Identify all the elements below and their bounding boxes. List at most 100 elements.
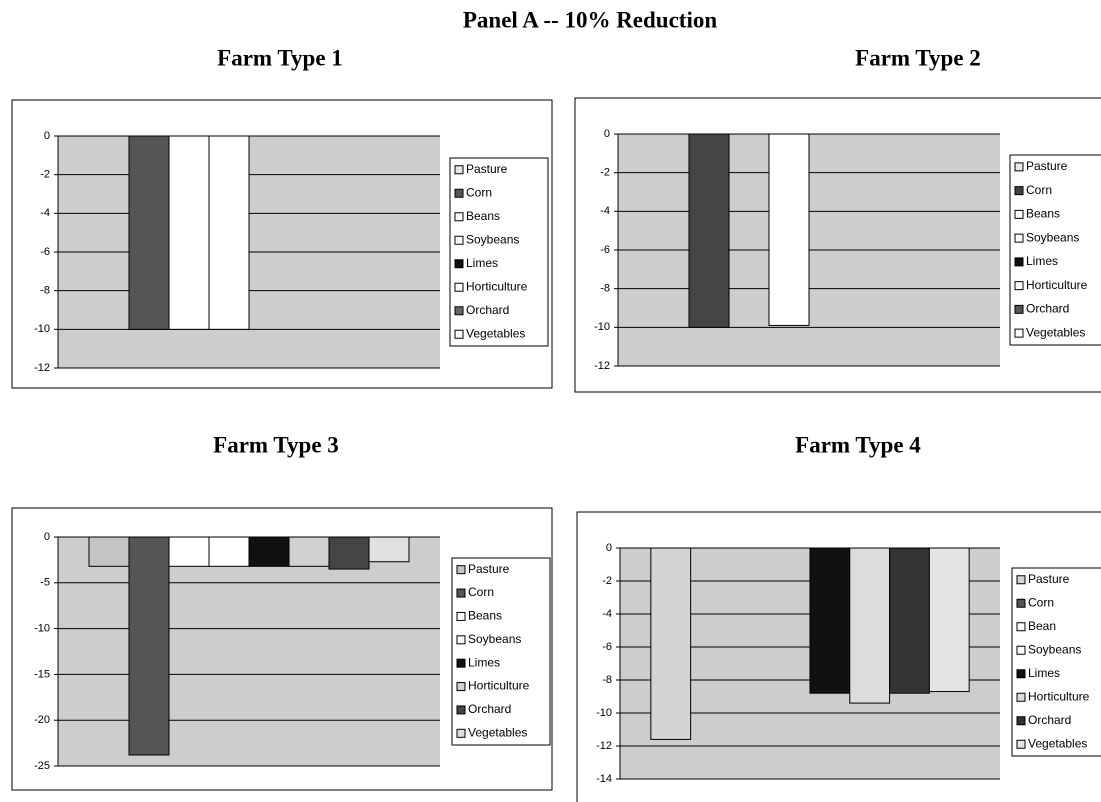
bar <box>889 547 930 694</box>
chart-title: Farm Type 3 <box>213 432 339 457</box>
y-tick-label: -2 <box>600 167 610 179</box>
legend-label: Horticulture <box>466 279 528 293</box>
bar <box>168 135 210 330</box>
bar <box>688 133 730 328</box>
y-tick-label: -6 <box>600 244 610 256</box>
y-tick-label: -6 <box>602 641 612 653</box>
legend-label: Horticulture <box>1026 278 1088 292</box>
bar <box>650 547 692 740</box>
y-tick-label: 0 <box>44 531 50 543</box>
legend-swatch <box>456 611 466 621</box>
y-tick-label: -4 <box>602 608 612 620</box>
legend-label: Corn <box>1028 595 1054 609</box>
legend-swatch <box>1016 692 1026 702</box>
y-tick-label: 0 <box>44 130 50 142</box>
legend-swatch <box>1016 739 1026 749</box>
legend-swatch <box>456 635 466 645</box>
bar <box>928 547 970 693</box>
legend-label: Beans <box>468 609 502 623</box>
legend-label: Vegetables <box>1026 325 1085 339</box>
legend-label: Beans <box>1026 207 1060 221</box>
legend-swatch <box>1016 622 1026 632</box>
legend-swatch <box>454 212 464 222</box>
legend-label: Limes <box>466 256 498 270</box>
bar <box>128 135 170 330</box>
legend-box <box>1011 567 1101 757</box>
legend-swatch <box>454 306 464 316</box>
y-tick-label: -14 <box>596 773 612 785</box>
legend-label: Orchard <box>1026 302 1069 316</box>
legend-label: Soybeans <box>468 632 521 646</box>
bar <box>368 536 410 563</box>
legend-swatch <box>454 235 464 245</box>
legend-label: Orchard <box>1028 713 1071 727</box>
panel-title: Panel A -- 10% Reduction <box>463 7 717 32</box>
legend-swatch <box>454 259 464 269</box>
y-tick-label: -12 <box>596 740 612 752</box>
bar <box>128 536 170 756</box>
legend-swatch <box>456 682 466 692</box>
legend-label: Pasture <box>466 162 508 176</box>
legend-box <box>451 557 551 746</box>
bar <box>168 536 210 567</box>
legend-label: Orchard <box>466 303 509 317</box>
y-tick-label: 0 <box>606 542 612 554</box>
legend-swatch <box>1014 209 1024 219</box>
y-tick-label: -8 <box>600 283 610 295</box>
bar <box>288 536 330 567</box>
legend-swatch <box>1014 233 1024 243</box>
y-tick-label: -15 <box>34 668 50 680</box>
legend-swatch <box>1014 257 1024 267</box>
bar <box>328 536 370 570</box>
legend-label: Limes <box>1028 666 1060 680</box>
legend-swatch <box>1016 716 1026 726</box>
legend-swatch <box>456 588 466 598</box>
y-tick-label: -12 <box>594 360 610 372</box>
bar <box>809 547 851 694</box>
legend-label: Corn <box>1026 183 1052 197</box>
y-tick-label: -10 <box>596 707 612 719</box>
legend-swatch <box>1014 186 1024 196</box>
legend-swatch <box>1014 328 1024 338</box>
y-tick-label: -8 <box>602 674 612 686</box>
legend-swatch <box>456 658 466 668</box>
y-tick-label: -25 <box>34 760 50 772</box>
bar <box>248 536 290 567</box>
legend-swatch <box>1014 162 1024 172</box>
plot-area <box>58 537 440 766</box>
y-tick-label: -10 <box>594 321 610 333</box>
bar <box>88 536 130 567</box>
legend-swatch <box>454 188 464 198</box>
legend-label: Limes <box>468 655 500 669</box>
legend-swatch <box>1016 598 1026 608</box>
bar <box>849 547 891 704</box>
legend-swatch <box>1014 304 1024 314</box>
legend-swatch <box>454 329 464 339</box>
legend-label: Soybeans <box>1028 642 1081 656</box>
y-tick-label: -4 <box>600 205 610 217</box>
legend-swatch <box>1014 281 1024 291</box>
chart-title: Farm Type 2 <box>855 45 981 70</box>
legend-label: Corn <box>468 585 494 599</box>
legend-label: Soybeans <box>1026 230 1079 244</box>
bar <box>208 135 250 330</box>
y-tick-label: -2 <box>602 575 612 587</box>
legend-label: Soybeans <box>466 232 519 246</box>
y-tick-label: -5 <box>40 577 50 589</box>
legend-label: Pasture <box>1028 572 1070 586</box>
chart-frame <box>576 511 1101 802</box>
y-tick-label: -10 <box>34 623 50 635</box>
legend-label: Pasture <box>468 562 510 576</box>
legend-label: Vegetables <box>1028 736 1087 750</box>
legend-label: Beans <box>466 209 500 223</box>
legend-label: Vegetables <box>468 725 527 739</box>
chart-title: Farm Type 1 <box>217 45 343 70</box>
chart-title: Farm Type 4 <box>795 432 921 457</box>
y-tick-label: -4 <box>40 207 50 219</box>
legend-box <box>1009 154 1101 346</box>
bar <box>768 133 810 326</box>
legend-label: Horticulture <box>1028 689 1090 703</box>
legend-swatch <box>1016 645 1026 655</box>
